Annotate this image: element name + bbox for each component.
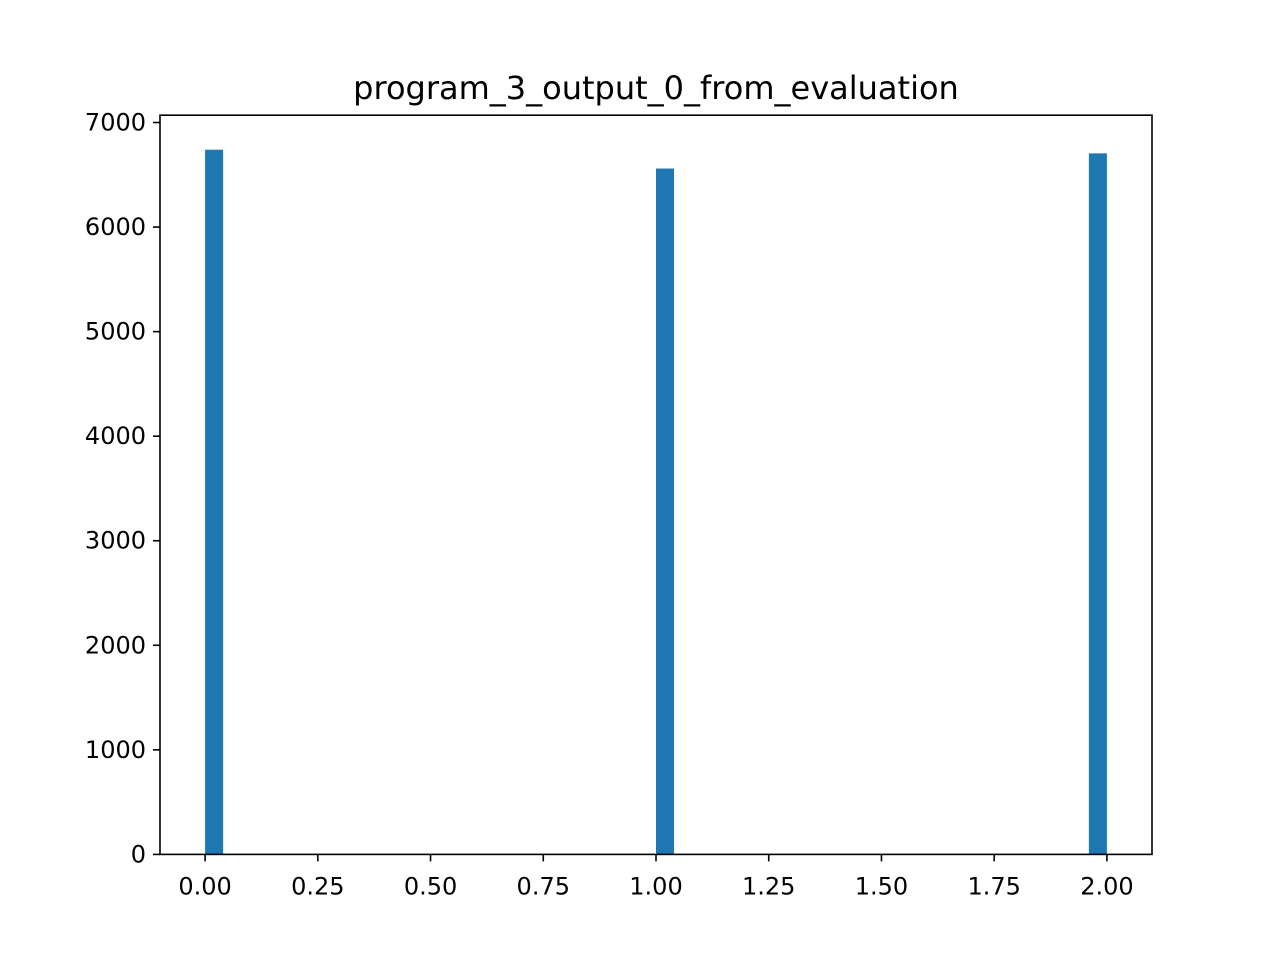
x-tick-label: 0.50 — [404, 872, 457, 900]
y-tick-label: 0 — [131, 840, 146, 868]
bars-group — [205, 149, 1107, 855]
y-axis: 0 1000 2000 3000 4000 5000 6000 7000 — [85, 109, 160, 868]
y-tick-label: 1000 — [85, 736, 146, 764]
histogram-bar-2 — [1088, 153, 1107, 855]
y-tick-label: 4000 — [85, 422, 146, 450]
x-tick-label: 1.25 — [742, 872, 795, 900]
x-axis: 0.00 0.25 0.50 0.75 1.00 1.25 1.50 1.75 2.00 — [178, 854, 1134, 900]
chart-title: program_3_output_0_from_evaluation — [353, 69, 959, 107]
x-tick-label: 1.50 — [855, 872, 908, 900]
x-tick-label: 0.25 — [291, 872, 344, 900]
y-tick-label: 3000 — [85, 527, 146, 555]
x-tick-label: 0.75 — [517, 872, 570, 900]
x-tick-label: 2.00 — [1080, 872, 1133, 900]
x-tick-label: 0.00 — [178, 872, 231, 900]
y-tick-label: 5000 — [85, 318, 146, 346]
histogram-bar-1 — [656, 168, 675, 855]
x-tick-label: 1.00 — [629, 872, 682, 900]
y-tick-label: 2000 — [85, 631, 146, 659]
x-tick-label: 1.75 — [967, 872, 1020, 900]
histogram-bar-0 — [205, 149, 224, 855]
y-tick-label: 7000 — [85, 109, 146, 137]
y-tick-label: 6000 — [85, 213, 146, 241]
plot-frame — [159, 114, 1153, 856]
